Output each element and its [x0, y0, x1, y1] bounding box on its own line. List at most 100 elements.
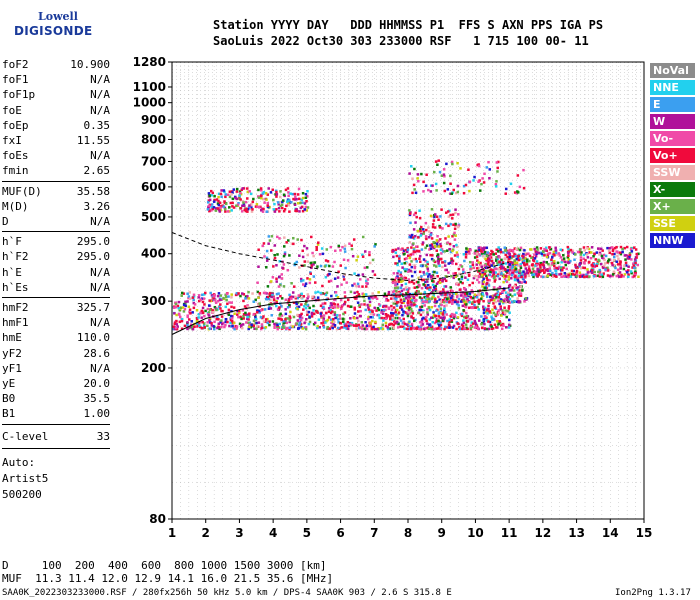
- data-point: [464, 256, 468, 259]
- data-point: [542, 268, 545, 272]
- data-point: [322, 321, 326, 324]
- data-point: [303, 202, 307, 205]
- param-foe: foE N/A: [2, 104, 110, 118]
- data-point: [611, 248, 615, 251]
- data-point: [253, 327, 256, 331]
- data-point: [455, 262, 458, 266]
- data-point: [259, 316, 263, 319]
- data-point: [255, 311, 259, 314]
- data-point: [612, 270, 616, 274]
- data-point: [452, 300, 455, 304]
- data-point: [435, 215, 439, 218]
- data-point: [448, 293, 451, 296]
- data-point: [462, 299, 466, 302]
- data-point: [485, 166, 489, 169]
- data-point: [262, 197, 265, 201]
- data-point: [224, 320, 228, 324]
- data-point: [209, 291, 212, 295]
- data-point: [611, 252, 614, 256]
- data-point: [278, 306, 281, 309]
- data-point: [305, 247, 309, 250]
- data-point: [445, 162, 448, 166]
- data-point: [215, 315, 219, 318]
- data-point: [242, 299, 245, 303]
- data-point: [546, 269, 550, 273]
- header-values: SaoLuis 2022 Oct30 303 233000 RSF 1 715 …: [213, 34, 589, 48]
- data-point: [622, 267, 626, 271]
- data-point: [487, 299, 491, 302]
- data-point: [503, 311, 507, 314]
- data-point: [611, 249, 615, 253]
- data-point: [279, 312, 282, 316]
- data-point: [427, 327, 431, 330]
- data-point: [192, 306, 196, 310]
- data-point: [482, 317, 486, 321]
- data-point: [332, 317, 335, 321]
- data-point: [366, 303, 369, 307]
- data-point: [436, 234, 439, 238]
- data-point: [343, 244, 347, 248]
- data-point: [299, 317, 302, 320]
- data-point: [431, 270, 435, 274]
- logo-line2: DIGISONDE: [14, 24, 93, 38]
- data-point: [466, 320, 469, 323]
- data-point: [434, 298, 437, 301]
- data-point: [380, 326, 383, 330]
- data-point: [468, 252, 471, 255]
- data-point: [477, 164, 481, 168]
- data-point: [296, 307, 299, 311]
- data-point: [231, 201, 234, 205]
- data-point: [282, 285, 286, 288]
- data-point: [219, 208, 222, 212]
- data-point: [337, 244, 341, 248]
- data-point: [183, 307, 187, 311]
- data-point: [419, 326, 422, 330]
- data-point: [356, 290, 359, 294]
- data-point: [531, 273, 534, 277]
- data-point: [634, 261, 637, 265]
- data-point: [460, 327, 464, 331]
- data-point: [224, 193, 228, 196]
- data-point: [490, 325, 493, 328]
- data-point: [434, 284, 437, 288]
- x-tick-label: 2: [202, 526, 210, 540]
- data-point: [560, 248, 564, 252]
- data-point: [506, 310, 509, 313]
- data-point: [524, 297, 528, 300]
- data-point: [522, 260, 526, 264]
- data-point: [298, 315, 302, 318]
- data-point: [562, 266, 565, 269]
- legend-nnw: NNW: [650, 233, 695, 248]
- data-point: [257, 303, 260, 307]
- data-point: [412, 295, 415, 299]
- data-point: [435, 319, 438, 323]
- data-point: [475, 274, 478, 278]
- data-point: [224, 210, 227, 213]
- data-point: [424, 259, 427, 263]
- data-point: [321, 292, 325, 295]
- data-point: [353, 312, 357, 315]
- data-point: [485, 274, 488, 278]
- data-point: [473, 326, 477, 329]
- data-point: [502, 275, 506, 279]
- data-point: [626, 271, 629, 274]
- data-point: [395, 313, 398, 317]
- data-point: [173, 312, 176, 315]
- data-point: [456, 316, 460, 319]
- data-point: [308, 316, 311, 319]
- data-point: [541, 263, 544, 266]
- data-point: [270, 235, 274, 238]
- param-value: N/A: [90, 149, 110, 163]
- data-point: [406, 300, 410, 303]
- y-tick-label: 800: [141, 132, 166, 146]
- data-point: [203, 314, 206, 318]
- data-point: [462, 270, 465, 274]
- data-point: [195, 316, 199, 320]
- data-point: [401, 266, 404, 269]
- data-point: [437, 218, 440, 221]
- data-point: [241, 187, 244, 190]
- data-point: [563, 271, 567, 275]
- data-point: [463, 327, 466, 330]
- data-point: [420, 320, 424, 324]
- data-point: [344, 322, 348, 326]
